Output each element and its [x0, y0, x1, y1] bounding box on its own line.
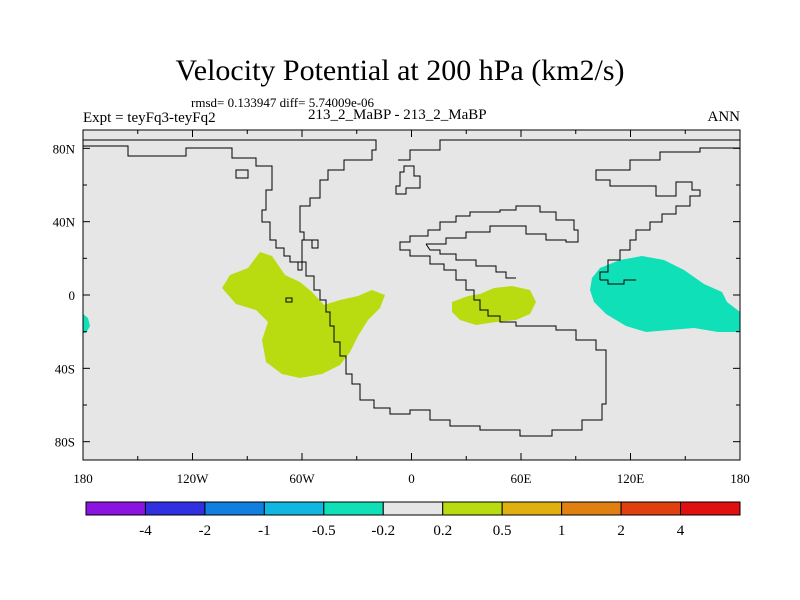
colorbar-label: 2	[617, 523, 625, 539]
colorbar-swatch	[561, 501, 622, 516]
coastline-caribbean-island	[285, 297, 293, 303]
colorbar-label: 4	[677, 523, 685, 539]
colorbar-swatch	[85, 501, 146, 516]
colorbar-label: 1	[558, 523, 566, 539]
colorbar-swatch	[323, 501, 384, 516]
colorbar: -4 -2 -1 -0.5 -0.2 0.2 0.5 1 2 4	[85, 501, 741, 539]
chart-title: Velocity Potential at 200 hPa (km2/s)	[175, 54, 625, 87]
x-tick-label: 180	[73, 471, 93, 486]
x-tick-label: 60E	[511, 471, 532, 486]
coastline-south-america	[296, 205, 607, 437]
x-tick-label: 180	[730, 471, 750, 486]
x-tick-label: 120W	[177, 471, 210, 486]
x-tick-label: 0	[408, 471, 415, 486]
colorbar-swatch	[680, 501, 741, 516]
colorbar-label: -4	[139, 523, 152, 539]
colorbar-label: -0.5	[312, 523, 336, 539]
colorbar-swatch	[263, 501, 325, 516]
x-tick-label: 60W	[289, 471, 315, 486]
colorbar-swatch	[382, 501, 444, 516]
y-tick-label: 80N	[53, 141, 76, 156]
anomaly-region-west-pacific	[590, 256, 740, 332]
y-axis: 80N 40N 0 40S 80S	[53, 141, 740, 450]
anomaly-region-dateline	[83, 314, 90, 333]
colorbar-label: -1	[258, 523, 271, 539]
x-tick-label: 120E	[617, 471, 645, 486]
colorbar-label: -2	[199, 523, 212, 539]
x-axis: 180 120W 60W 0 60E 120E 180	[73, 130, 750, 486]
colorbar-swatch	[204, 501, 265, 516]
coastline-greenland	[395, 165, 421, 195]
colorbar-swatch	[442, 501, 503, 516]
colorbar-label: 0.2	[433, 523, 452, 539]
stats-line: rmsd= 0.133947 diff= 5.74009e-06	[191, 95, 375, 110]
coastline-east-asia-south	[600, 279, 636, 285]
colorbar-swatch	[144, 501, 206, 516]
colorbar-label: -0.2	[371, 523, 395, 539]
case-label: 213_2_MaBP - 213_2_MaBP	[308, 107, 487, 123]
continent-outlines	[83, 139, 741, 437]
colorbar-swatch	[501, 501, 563, 516]
y-tick-label: 40N	[53, 215, 76, 230]
colorbar-label: 0.5	[493, 523, 512, 539]
season-label: ANN	[707, 109, 741, 125]
anomaly-region-indian-ocean	[452, 286, 536, 325]
y-tick-label: 80S	[55, 435, 75, 450]
coastline-mediterranean	[425, 243, 516, 279]
coastline-small-island	[235, 169, 249, 179]
coastline-eurasia	[398, 139, 741, 280]
colorbar-swatch	[620, 501, 682, 516]
y-tick-label: 40S	[55, 361, 75, 376]
anomaly-region-central-pacific	[222, 252, 385, 378]
coastline-north-america	[83, 139, 377, 271]
y-tick-label: 0	[69, 288, 76, 303]
experiment-label: Expt = teyFq3-teyFq2	[83, 110, 216, 126]
